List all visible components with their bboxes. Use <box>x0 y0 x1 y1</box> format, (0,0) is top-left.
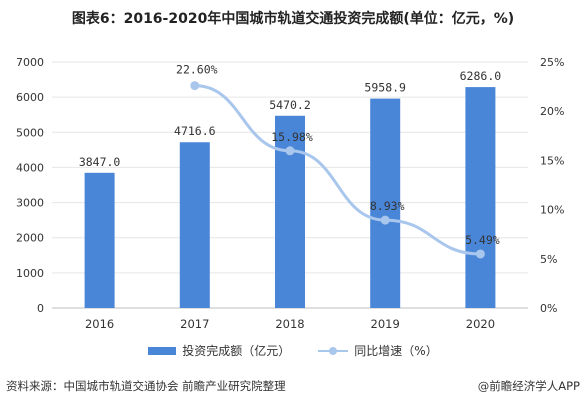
growth-data-label: 8.93% <box>370 199 405 213</box>
bar <box>179 142 210 308</box>
legend-bar-label: 投资完成额（亿元） <box>182 344 291 358</box>
y-right-tick-label: 25% <box>540 56 564 69</box>
y-left-tick-label: 7000 <box>16 56 44 69</box>
growth-data-label: 15.98% <box>271 130 313 144</box>
chart-legend: 投资完成额（亿元） 同比增速（%） <box>0 342 586 359</box>
growth-data-label: 22.60% <box>176 63 218 77</box>
y-left-tick-label: 2000 <box>16 232 44 245</box>
x-tick-label: 2018 <box>275 317 304 331</box>
y-left-tick-label: 0 <box>37 302 44 315</box>
chart-title: 图表6：2016-2020年中国城市轨道交通投资完成额(单位：亿元，%) <box>71 11 515 27</box>
legend-line-swatch <box>318 345 349 357</box>
growth-line <box>194 84 481 256</box>
y-left-tick-label: 6000 <box>16 91 44 104</box>
legend-item-line: 同比增速（%） <box>318 342 438 359</box>
y-left-tick-label: 3000 <box>16 197 44 210</box>
y-right-tick-label: 5% <box>540 253 557 266</box>
x-tick-label: 2019 <box>371 317 400 331</box>
y-right-tick-label: 15% <box>540 154 564 167</box>
growth-point <box>190 81 200 91</box>
legend-bar-swatch <box>148 346 177 355</box>
bar <box>370 98 401 309</box>
y-right-tick-label: 0% <box>540 302 557 315</box>
x-tick-label: 2016 <box>85 317 114 331</box>
bar-data-label: 4716.6 <box>174 124 216 138</box>
x-tick-label: 2020 <box>466 317 495 331</box>
source-note: 资料来源：中国城市轨道交通协会 前瞻产业研究院整理 <box>6 379 286 393</box>
growth-point <box>380 215 390 225</box>
bar-data-label: 3847.0 <box>79 155 121 169</box>
y-left-tick-label: 4000 <box>16 161 44 174</box>
growth-point <box>475 249 485 259</box>
y-left-tick-label: 5000 <box>16 126 44 139</box>
bar-data-label: 6286.0 <box>460 69 502 83</box>
bar-data-label: 5958.9 <box>364 81 406 95</box>
y-right-tick-label: 10% <box>540 204 564 217</box>
brand-credit: @前瞻经济学人APP <box>477 379 580 393</box>
bar <box>84 172 115 308</box>
growth-point <box>285 146 295 156</box>
legend-line-label: 同比增速（%） <box>354 344 438 358</box>
x-tick-label: 2017 <box>180 317 209 331</box>
bar <box>465 87 496 308</box>
growth-data-label: 5.49% <box>465 233 500 247</box>
bar <box>275 115 305 309</box>
y-right-tick-label: 20% <box>540 105 564 118</box>
y-left-tick-label: 1000 <box>16 267 44 280</box>
legend-item-bar: 投资完成额（亿元） <box>148 342 290 359</box>
bar-data-label: 5470.2 <box>269 98 311 112</box>
